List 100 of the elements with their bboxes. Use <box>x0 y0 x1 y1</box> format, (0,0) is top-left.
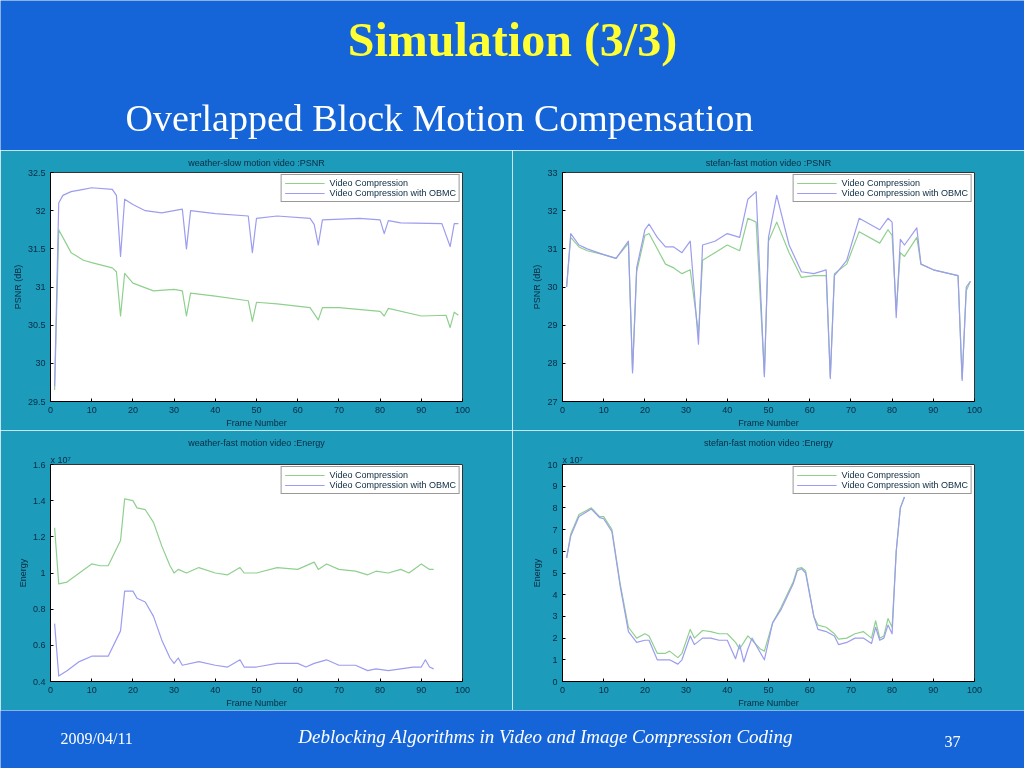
y-tick-label: 1.4 <box>32 495 46 506</box>
x-tick-label: 60 <box>804 684 815 695</box>
x-tick-label: 50 <box>251 404 262 415</box>
x-tick-label: 70 <box>845 684 856 695</box>
y-tick-label: 32 <box>547 205 558 216</box>
x-tick-label: 70 <box>333 684 344 695</box>
y-tick-label: 0.4 <box>32 676 46 687</box>
x-tick-label: 100 <box>966 404 983 415</box>
legend-label: Video Compression <box>841 178 920 188</box>
x-tick-label: 100 <box>966 684 983 695</box>
chart-title: stefan-fast motion video :Energy <box>703 437 834 448</box>
x-tick-label: 40 <box>722 684 733 695</box>
x-tick-label: 20 <box>639 684 650 695</box>
x-tick-label: 50 <box>763 684 774 695</box>
y-tick-label: 9 <box>552 481 558 492</box>
legend-label: Video Compression with OBMC <box>841 480 968 490</box>
y-tick-label: 5 <box>552 568 558 578</box>
x-tick-label: 10 <box>598 404 609 415</box>
y-tick-label: 4 <box>552 589 558 600</box>
y-tick-label: 33 <box>547 167 558 178</box>
y-tick-label: 31 <box>547 243 558 254</box>
x-tick-label: 60 <box>804 404 815 415</box>
x-tick-label: 0 <box>48 684 54 695</box>
x-tick-label: 100 <box>454 684 471 695</box>
x-tick-label: 80 <box>375 404 386 415</box>
text: Deblocking Algorithms in Video and Image Compression Coding <box>297 725 793 747</box>
x-axis-title: Frame Number <box>738 697 799 708</box>
y-tick-label: 1.2 <box>32 531 46 542</box>
y-tick-label: 29.5 <box>27 396 46 407</box>
annotation: x 10⁷ <box>50 454 71 465</box>
x-tick-label: 10 <box>86 404 97 415</box>
y-tick-label: 1 <box>552 654 558 665</box>
line-series <box>566 190 971 382</box>
legend-label: Video Compression with OBMC <box>329 480 456 490</box>
y-tick-label: 31.5 <box>27 243 46 254</box>
y-axis-title: PSNR (dB) <box>532 264 543 310</box>
x-tick-label: 100 <box>454 404 471 415</box>
y-tick-label: 0.8 <box>32 604 46 615</box>
chart-title: weather-fast motion video :Energy <box>187 437 326 448</box>
x-tick-label: 40 <box>210 684 221 695</box>
x-tick-label: 80 <box>887 684 898 695</box>
chart-title: stefan-fast motion video :PSNR <box>705 157 832 168</box>
x-axis-title: Frame Number <box>226 697 287 708</box>
legend-label: Video Compression <box>841 470 920 480</box>
y-axis-title: Energy <box>17 558 28 588</box>
x-tick-label: 20 <box>127 684 138 695</box>
y-tick-label: 3 <box>552 611 558 622</box>
x-tick-label: 70 <box>333 404 344 415</box>
text: 2009/04/11 <box>60 729 133 747</box>
x-tick-label: 30 <box>169 684 180 695</box>
x-tick-label: 20 <box>639 404 650 415</box>
x-tick-label: 30 <box>169 404 180 415</box>
y-tick-label: 0 <box>552 676 558 687</box>
y-tick-label: 2 <box>552 633 558 644</box>
x-tick-label: 80 <box>375 684 386 695</box>
y-tick-label: 8 <box>552 502 558 513</box>
x-tick-label: 10 <box>598 684 609 695</box>
x-tick-label: 0 <box>48 404 54 415</box>
text: Simulation (3/3) <box>347 12 678 67</box>
y-tick-label: 27 <box>547 396 558 407</box>
x-tick-label: 50 <box>251 684 262 695</box>
x-tick-label: 90 <box>928 684 939 695</box>
legend-label: Video Compression with OBMC <box>329 188 456 198</box>
y-tick-label: 32 <box>35 205 46 216</box>
y-tick-label: 1.6 <box>32 459 46 470</box>
x-tick-label: 40 <box>210 404 221 415</box>
y-tick-label: 1 <box>40 568 46 578</box>
y-tick-label: 7 <box>552 524 558 535</box>
line-series <box>54 590 435 677</box>
y-tick-label: 29 <box>547 320 558 331</box>
text: Overlapped Block Motion Compensation <box>125 96 754 139</box>
x-tick-label: 10 <box>86 684 97 695</box>
x-tick-label: 90 <box>928 404 939 415</box>
line-series <box>54 229 459 391</box>
y-tick-label: 6 <box>552 546 558 557</box>
x-tick-label: 70 <box>845 404 856 415</box>
x-tick-label: 50 <box>763 404 774 415</box>
x-tick-label: 60 <box>292 404 303 415</box>
y-axis-title: Energy <box>532 558 543 588</box>
text: 37 <box>944 732 961 750</box>
y-tick-label: 30.5 <box>27 320 46 331</box>
y-tick-label: 28 <box>547 358 558 369</box>
x-tick-label: 30 <box>681 684 692 695</box>
legend-label: Video Compression <box>329 178 408 188</box>
legend-label: Video Compression <box>329 470 408 480</box>
y-tick-label: 30 <box>547 282 558 292</box>
line-series <box>54 187 459 387</box>
y-axis-title: PSNR (dB) <box>12 264 23 310</box>
line-series <box>54 498 435 585</box>
x-tick-label: 20 <box>127 404 138 415</box>
x-tick-label: 90 <box>416 404 427 415</box>
x-tick-label: 0 <box>560 684 566 695</box>
x-axis-title: Frame Number <box>226 417 287 428</box>
x-tick-label: 60 <box>292 684 303 695</box>
y-tick-label: 10 <box>547 459 558 470</box>
y-tick-label: 30 <box>35 358 46 369</box>
chart-title: weather-slow motion video :PSNR <box>187 157 326 168</box>
y-tick-label: 0.6 <box>32 640 46 651</box>
x-tick-label: 90 <box>416 684 427 695</box>
x-axis-title: Frame Number <box>738 417 799 428</box>
